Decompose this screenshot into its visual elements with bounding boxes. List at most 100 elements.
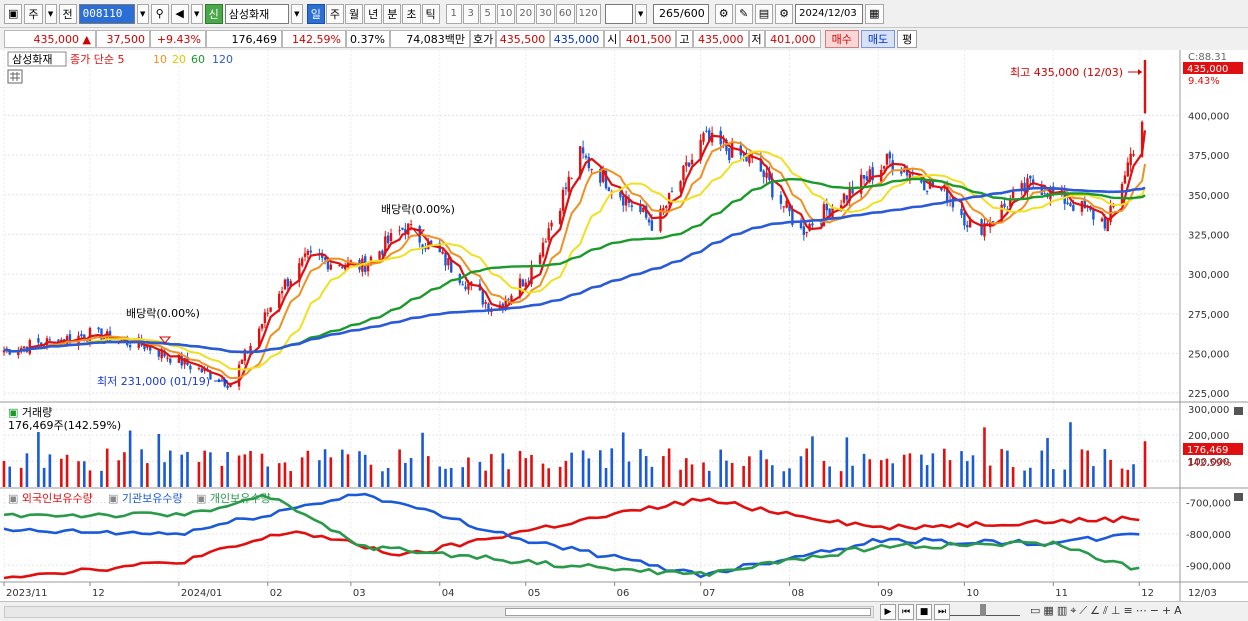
- volume-bar: [765, 459, 768, 487]
- market-select[interactable]: 주: [24, 3, 43, 24]
- speaker-icon[interactable]: ◀: [170, 3, 189, 24]
- volume-close-icon[interactable]: [1234, 407, 1243, 415]
- zoom-slider-handle[interactable]: [980, 604, 986, 616]
- period-tab-minute[interactable]: 분: [383, 3, 402, 24]
- nav-buttons: ▶ ⏮ ■ ⏭: [880, 604, 950, 620]
- volume-bar: [398, 449, 401, 487]
- low-annotation: 최저 231,000 (01/19): [97, 375, 210, 388]
- interval-20[interactable]: 20: [516, 3, 536, 24]
- bottom-tools: ▭ ▦ ▥ ⌖ ⟋ ∠ ⫽ ⊥ ≡ ⋯ − + A: [1030, 604, 1182, 618]
- low-arrow-head: [224, 378, 228, 384]
- tool-icon-10[interactable]: ⋯: [1135, 604, 1147, 617]
- period-tab-tick[interactable]: 틱: [421, 3, 440, 24]
- period-tab-week[interactable]: 주: [325, 3, 345, 24]
- sell-button[interactable]: 매도: [860, 30, 896, 48]
- period-tab-month[interactable]: 월: [345, 3, 364, 24]
- candle-body: [590, 168, 593, 170]
- ma10-line: [3, 140, 1146, 380]
- ma-legend-120: 120: [212, 53, 233, 66]
- candle-body: [768, 172, 771, 180]
- zoom-out-icon[interactable]: −: [1149, 604, 1159, 617]
- volume-bar: [748, 456, 751, 487]
- holder-close-icon[interactable]: [1234, 493, 1243, 501]
- settings-gear-icon[interactable]: ⚙: [775, 3, 794, 24]
- interval-30[interactable]: 30: [536, 3, 555, 24]
- period-tab-second[interactable]: 초: [402, 3, 421, 24]
- code-dropdown-icon[interactable]: ▼: [136, 3, 149, 24]
- candle-body: [378, 251, 381, 259]
- ma120-line: [3, 186, 1146, 354]
- candle-body: [544, 241, 548, 243]
- scrollbar-thumb[interactable]: [505, 608, 871, 616]
- search-icon[interactable]: ⚲: [150, 3, 169, 24]
- eval-button[interactable]: 평: [897, 30, 918, 48]
- name-dropdown-icon[interactable]: ▼: [290, 3, 303, 24]
- window-menu-icon[interactable]: ▣: [4, 3, 23, 24]
- interval-3[interactable]: 3: [462, 3, 479, 24]
- volume-bar: [524, 458, 528, 487]
- candle-body: [447, 258, 450, 266]
- date-input[interactable]: 2024/12/03: [795, 3, 864, 24]
- interval-10[interactable]: 10: [496, 3, 516, 24]
- scroll-first-icon[interactable]: ⏮: [898, 604, 914, 620]
- interval-dropdown-icon[interactable]: ▼: [634, 3, 647, 24]
- volume-bar: [197, 461, 201, 487]
- candle-body: [17, 351, 20, 356]
- prev-button[interactable]: 전: [58, 3, 77, 24]
- draw-tool-icon[interactable]: ✎: [734, 3, 753, 24]
- x-tick-label: 2024/01: [181, 588, 223, 599]
- stock-code-input[interactable]: 008110: [78, 3, 135, 24]
- candle-body: [762, 170, 765, 177]
- save-icon[interactable]: ▤: [754, 3, 774, 24]
- interval-1[interactable]: 1: [445, 3, 462, 24]
- angle-line-icon[interactable]: ∠: [1090, 604, 1100, 617]
- calendar-icon[interactable]: ▦: [865, 3, 884, 24]
- candle-body: [983, 223, 986, 237]
- buy-button[interactable]: 매수: [824, 30, 859, 48]
- period-tab-day[interactable]: 일: [306, 3, 325, 24]
- count-input[interactable]: 265/600: [652, 3, 709, 24]
- font-icon[interactable]: A: [1174, 604, 1182, 617]
- interval-5[interactable]: 5: [479, 3, 496, 24]
- volume-bar: [587, 458, 591, 487]
- grid-layout-icon[interactable]: ▦: [1043, 604, 1054, 617]
- candle-body: [748, 155, 751, 163]
- scroll-last-icon[interactable]: ⏭: [934, 604, 950, 620]
- zoom-in-icon[interactable]: +: [1161, 604, 1172, 617]
- scroll-right-icon[interactable]: ▶: [880, 604, 896, 620]
- channel-icon[interactable]: ⫽: [1103, 604, 1108, 617]
- volume-bar: [839, 471, 843, 487]
- trend-line-icon[interactable]: ⟋: [1079, 604, 1088, 617]
- data-table-icon[interactable]: [7, 69, 23, 84]
- indicator-icon[interactable]: ⚙: [714, 3, 733, 24]
- stop-icon[interactable]: ■: [916, 604, 932, 620]
- bar-layout-icon[interactable]: ▥: [1056, 604, 1068, 617]
- interval-120[interactable]: 120: [575, 3, 601, 24]
- crosshair-icon[interactable]: ⌖: [1070, 604, 1077, 617]
- volume-bar: [444, 468, 447, 487]
- candle-body: [627, 199, 631, 203]
- volume-bar: [965, 461, 969, 487]
- candle-body: [487, 303, 490, 312]
- speaker-dropdown-icon[interactable]: ▼: [190, 3, 203, 24]
- candle-body: [189, 365, 192, 370]
- candle-body: [779, 194, 783, 204]
- stock-chart[interactable]: 400,000 375,000 350,000 325,000 300,000 275,0…: [0, 50, 1248, 601]
- candle-body: [570, 178, 573, 180]
- candle-body: [1103, 216, 1107, 229]
- candle-body: [278, 293, 281, 309]
- chart-scrollbar[interactable]: [4, 606, 874, 618]
- credit-tag: 신: [204, 3, 223, 24]
- period-tabs: 일 주 월 년 분 초 틱: [306, 3, 440, 24]
- layout-icon[interactable]: ▭: [1030, 604, 1041, 617]
- candle-body: [521, 279, 525, 287]
- candle-body: [905, 166, 909, 176]
- candle-body: [444, 252, 447, 266]
- tool-icon-9[interactable]: ≡: [1123, 604, 1133, 617]
- interval-60[interactable]: 60: [555, 3, 575, 24]
- market-dropdown-icon[interactable]: ▼: [44, 3, 57, 24]
- tool-icon-8[interactable]: ⊥: [1110, 604, 1121, 617]
- candle-body: [80, 334, 83, 337]
- interval-custom-input[interactable]: [604, 3, 633, 24]
- period-tab-year[interactable]: 년: [364, 3, 383, 24]
